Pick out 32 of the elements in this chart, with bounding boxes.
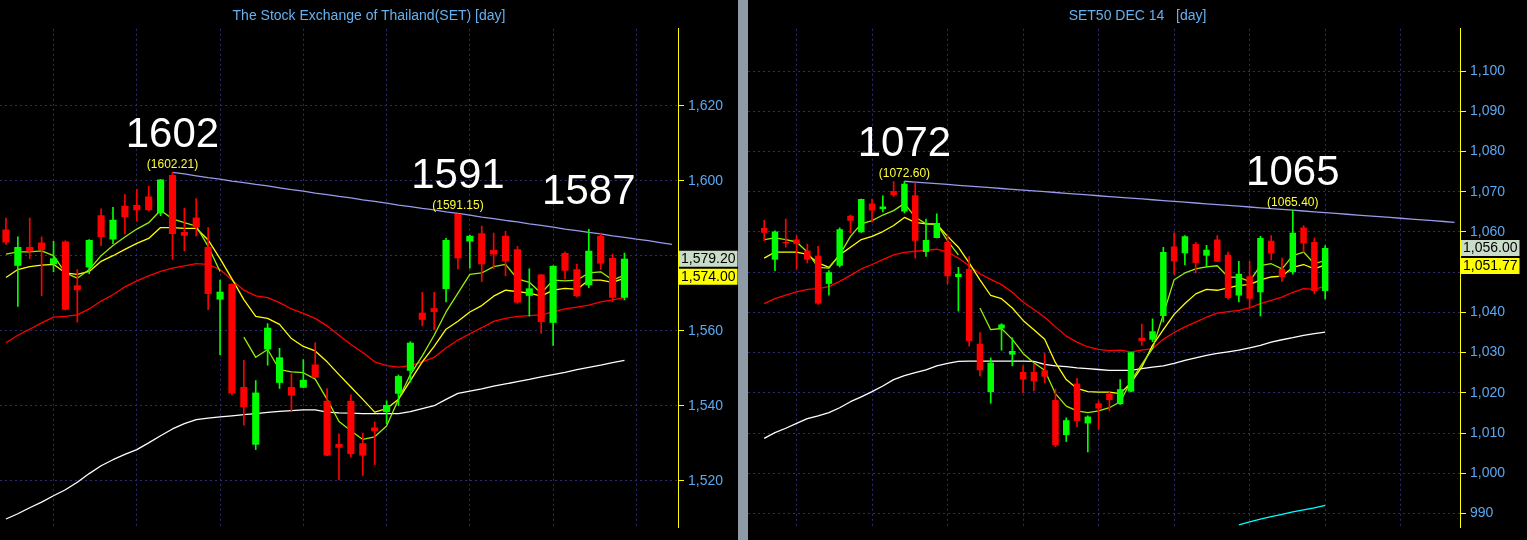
y-tick-label: 1,000 [1470, 464, 1506, 481]
y-tick-label: 1,100 [1470, 61, 1506, 78]
annotation: 1587 [542, 166, 636, 214]
y-tick-label: 990 [1470, 504, 1494, 521]
y-tick-label: 1,080 [1470, 142, 1506, 159]
text: (1591.15) [432, 198, 484, 213]
y-tick-label: 1,600 [688, 171, 724, 188]
annotation: 1602 [125, 108, 220, 156]
y-tick-label: 1,060 [1470, 222, 1506, 239]
text: 1,051.77 [1463, 256, 1518, 273]
y-tick-label: 1,010 [1470, 423, 1506, 440]
y-tick-label: 1,540 [688, 396, 724, 413]
y-tick-label: 1,620 [688, 96, 724, 113]
annotation: 1072 [857, 117, 952, 165]
text: 1,574.00 [681, 267, 736, 284]
y-tick-label: 1,520 [688, 471, 724, 488]
chart-title: SET50 DEC 14 [day] [1068, 7, 1207, 24]
y-tick-label: 1,020 [1470, 383, 1506, 400]
y-tick-label: 1,090 [1470, 102, 1506, 119]
y-tick-label: 1,030 [1470, 343, 1506, 360]
y-tick-label: 1,070 [1470, 182, 1506, 199]
text: (1065.40) [1267, 194, 1319, 209]
chart-title: The Stock Exchange of Thailand(SET) [day] [232, 7, 506, 24]
text: 1,056.00 [1463, 238, 1518, 255]
candlestick [858, 198, 865, 233]
y-tick-label: 1,040 [1470, 303, 1506, 320]
y-tick-label: 1,560 [688, 321, 724, 338]
text: 1,579.20 [681, 249, 736, 266]
annotation: 1065 [1246, 146, 1340, 194]
text: (1072.60) [878, 165, 931, 180]
annotation: 1591 [411, 150, 505, 198]
text: (1602.21) [146, 156, 199, 171]
